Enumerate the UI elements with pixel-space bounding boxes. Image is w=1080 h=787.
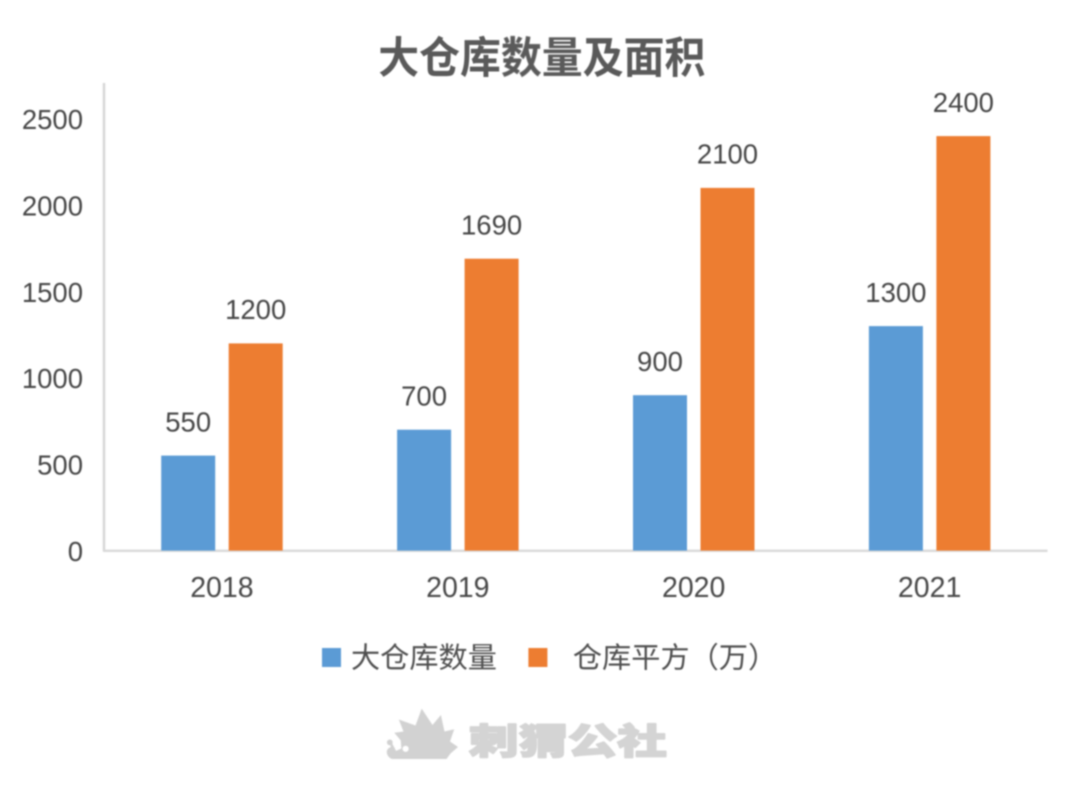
svg-text:1300: 1300: [865, 277, 926, 308]
svg-text:900: 900: [637, 346, 683, 377]
svg-text:2100: 2100: [697, 139, 758, 170]
svg-text:2021: 2021: [898, 572, 961, 604]
svg-text:550: 550: [165, 406, 211, 437]
svg-text:2020: 2020: [662, 572, 725, 604]
svg-text:0: 0: [68, 536, 83, 567]
svg-text:1690: 1690: [461, 209, 522, 240]
svg-text:2400: 2400: [933, 87, 994, 118]
svg-text:1200: 1200: [225, 294, 286, 325]
svg-text:700: 700: [401, 380, 447, 411]
svg-text:1000: 1000: [22, 363, 83, 394]
svg-text:500: 500: [37, 449, 83, 480]
svg-text:1500: 1500: [22, 277, 83, 308]
svg-text:2000: 2000: [22, 190, 83, 221]
svg-text:2500: 2500: [22, 104, 83, 135]
svg-text:2018: 2018: [190, 572, 253, 604]
svg-text:2019: 2019: [426, 572, 489, 604]
